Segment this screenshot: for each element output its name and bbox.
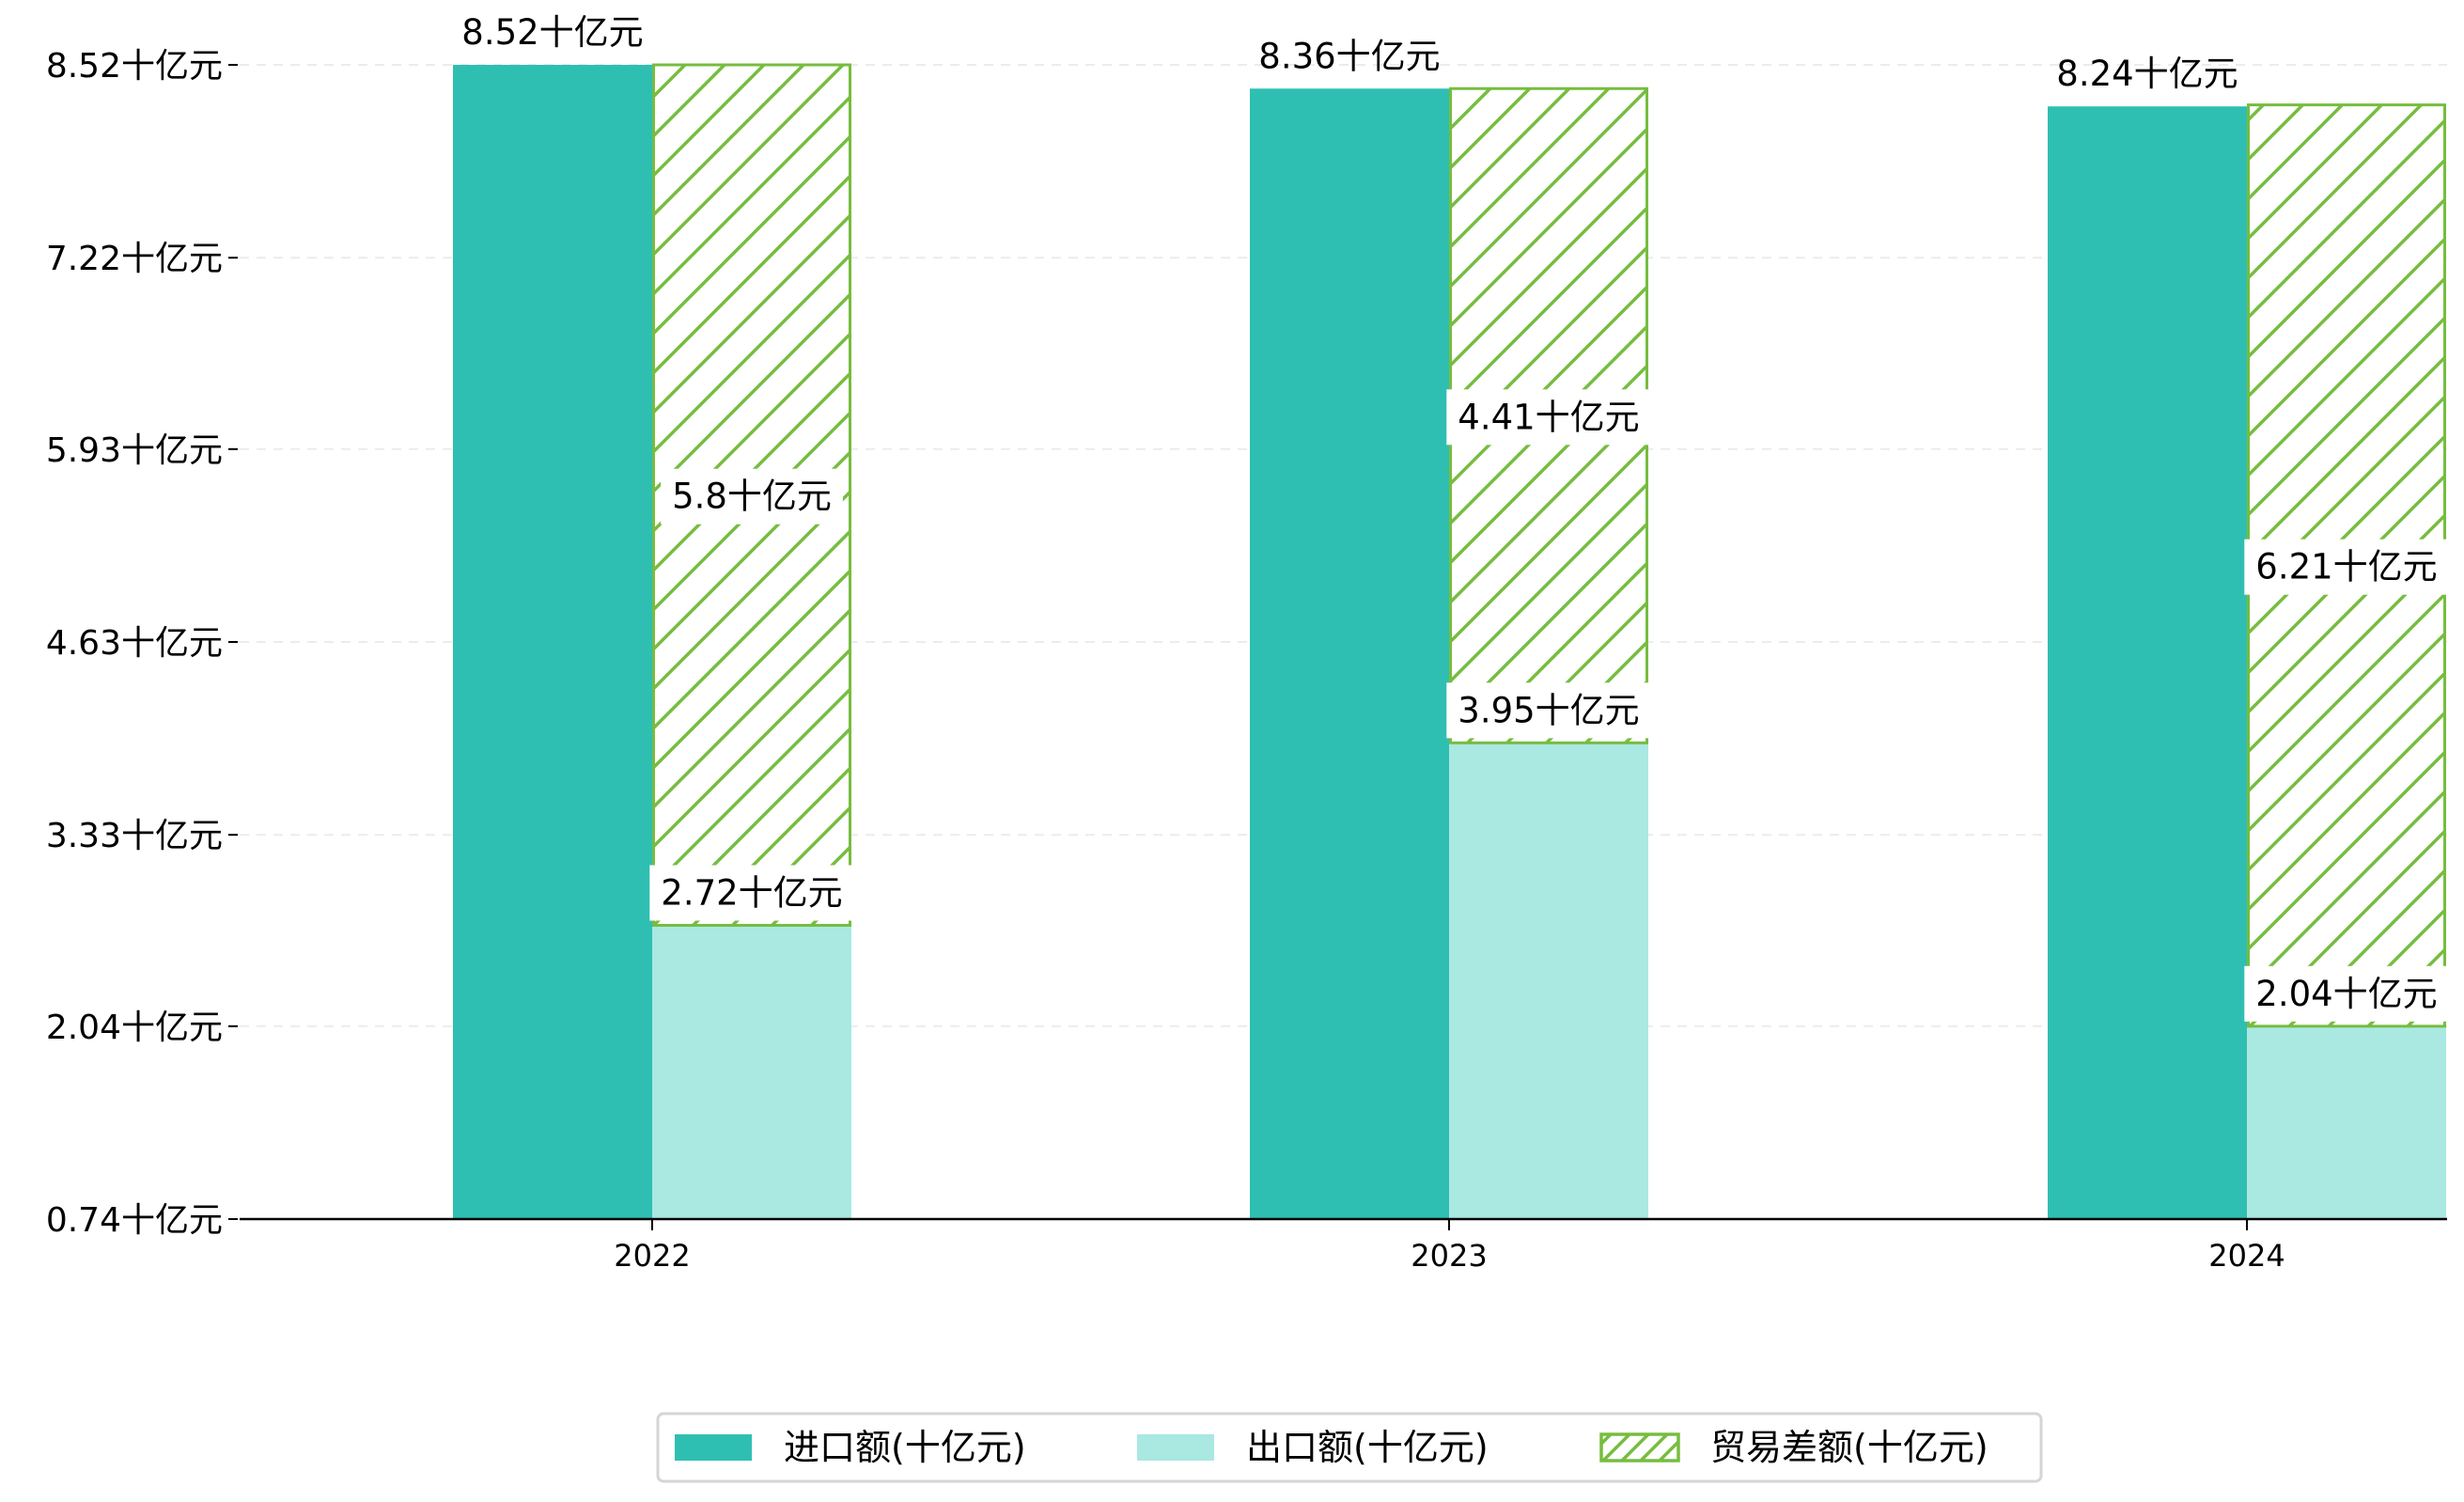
export-bar [652,925,851,1219]
data-label: 3.95十亿元 [1458,690,1639,730]
import-bar [453,65,652,1219]
y-tick-label: 0.74十亿元 [46,1201,223,1240]
data-label: 4.41十亿元 [1458,397,1639,437]
legend-label: 进口额(十亿元) [784,1427,1026,1468]
x-tick-label: 2024 [2208,1238,2285,1274]
legend-box [656,1412,2043,1483]
data-label-background [2244,965,2449,1022]
y-tick-label: 7.22十亿元 [46,240,223,278]
legend-swatch [1137,1434,1214,1461]
data-label: 8.52十亿元 [461,12,643,53]
import-bar [2048,106,2247,1220]
bars [453,63,2446,1220]
data-label-background [661,468,843,524]
data-label: 8.24十亿元 [2056,54,2238,94]
data-label: 8.36十亿元 [1258,36,1440,76]
y-tick-label: 5.93十亿元 [46,431,223,470]
y-tick-label: 4.63十亿元 [46,624,223,663]
data-labels: 8.52十亿元 5.8十亿元 2.72十亿元 8.36十亿元 4.41十亿元 3.95十亿… [461,12,2449,1022]
axes: 0.74十亿元 2.04十亿元 3.33十亿元 4.63十亿元 5.93十亿元 7.22十… [46,47,2447,1274]
data-label: 5.8十亿元 [672,477,832,517]
legend-swatch [1599,1432,1680,1463]
export-bar [1449,743,1648,1219]
legend-label: 出口额(十亿元) [1246,1427,1489,1468]
x-tick-label: 2022 [614,1238,690,1274]
data-label-background [2244,539,2449,595]
legend: 进口额(十亿元) 出口额(十亿元) 贸易差额(十亿元) [656,1412,2043,1483]
data-label: 2.04十亿元 [2255,974,2437,1014]
data-label-background [649,865,854,921]
x-tick-label: 2023 [1411,1238,1487,1274]
import-bar [1250,88,1449,1219]
legend-swatch [675,1434,752,1461]
y-tick-label: 3.33十亿元 [46,817,223,855]
data-label: 6.21十亿元 [2255,547,2437,587]
legend-label: 贸易差额(十亿元) [1710,1427,1988,1468]
export-bar [2247,1025,2446,1219]
y-tick-label: 2.04十亿元 [46,1009,223,1047]
data-label: 2.72十亿元 [661,872,842,913]
y-tick-label: 8.52十亿元 [46,47,223,86]
data-label-background [1446,682,1651,739]
data-label-background [1446,389,1651,446]
